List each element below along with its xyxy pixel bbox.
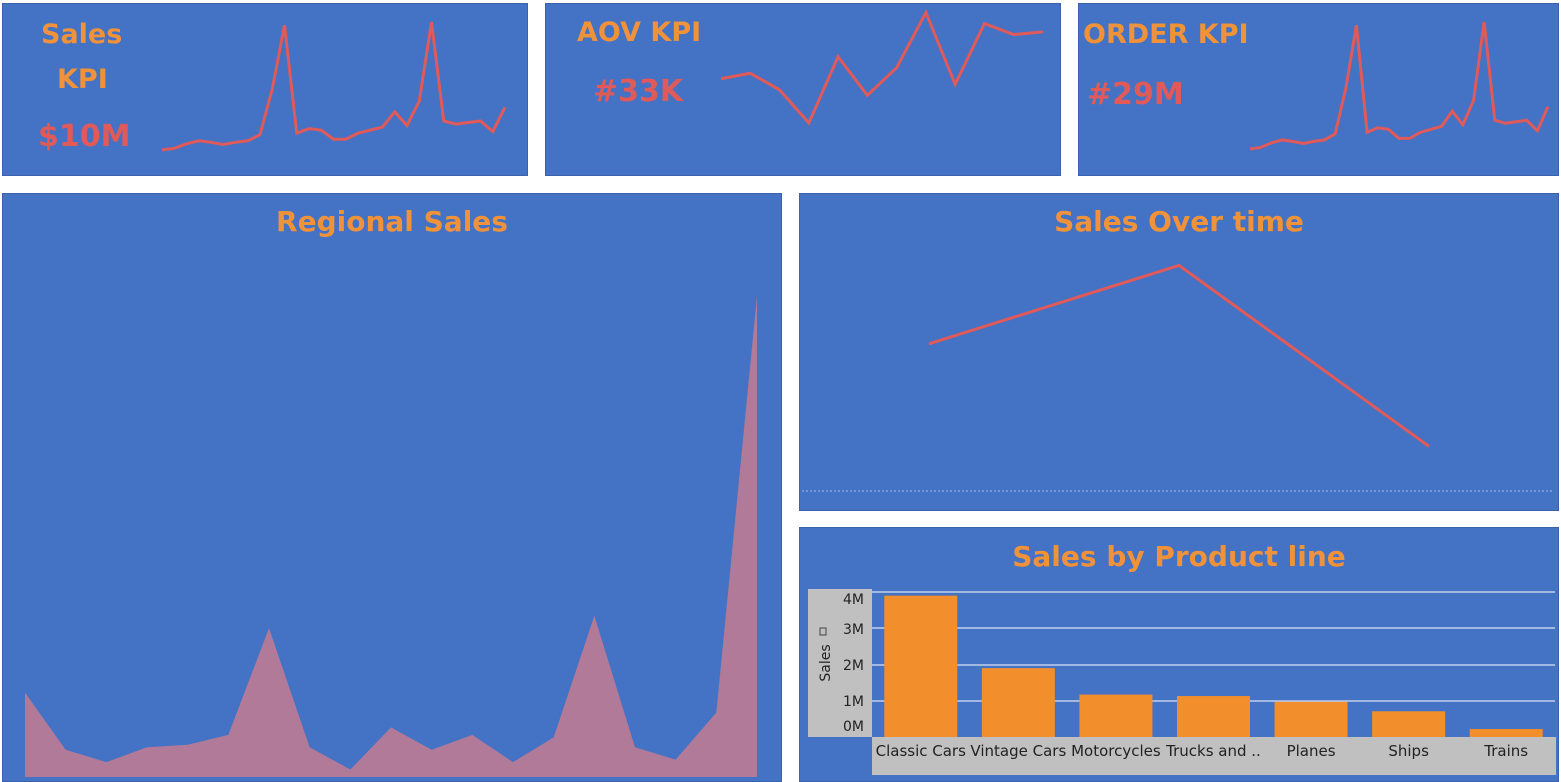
y-axis-label: Sales: [818, 644, 834, 681]
bar-0[interactable]: [884, 596, 957, 737]
regional-sales-chart: [3, 194, 782, 782]
x-tick-5: Ships: [1388, 742, 1429, 760]
aov-kpi-line: [721, 13, 1043, 123]
order-kpi-card: ORDER KPI #29M: [1078, 3, 1559, 176]
y-tick-2M: 2M: [843, 658, 864, 674]
sales-over-time-line: [929, 265, 1429, 446]
sales-over-time-panel: Sales Over time: [799, 193, 1559, 511]
x-tick-3: Trucks and ..: [1165, 742, 1261, 760]
product-line-chart: Sales 0M 1M 2M 3M 4M Classic Cars Vintage Cars M…: [800, 528, 1559, 782]
bar-1[interactable]: [982, 668, 1055, 737]
sales-kpi-line: [162, 22, 505, 150]
x-tick-0: Classic Cars: [876, 742, 966, 760]
x-tick-6: Trains: [1483, 742, 1528, 760]
bar-2[interactable]: [1079, 695, 1152, 737]
y-tick-4M: 4M: [843, 592, 864, 608]
sales-over-time-chart: [800, 194, 1559, 511]
y-tick-3M: 3M: [843, 622, 864, 638]
x-tick-1: Vintage Cars: [970, 742, 1066, 760]
regional-sales-area: [25, 296, 757, 777]
order-kpi-sparkline: [1079, 4, 1559, 176]
sales-kpi-card: Sales KPI $10M: [2, 3, 528, 176]
bar-5[interactable]: [1372, 711, 1445, 737]
sales-kpi-sparkline: [3, 4, 528, 176]
y-tick-0M: 0M: [843, 719, 864, 735]
bar-6[interactable]: [1470, 729, 1543, 737]
bar-4[interactable]: [1275, 702, 1348, 737]
y-tick-1M: 1M: [843, 694, 864, 710]
product-line-panel: Sales by Product line Sales 0M 1M 2M 3M 4M Cla…: [799, 527, 1559, 782]
bar-3[interactable]: [1177, 696, 1250, 737]
aov-kpi-sparkline: [546, 4, 1061, 176]
order-kpi-line: [1250, 22, 1548, 149]
regional-sales-panel: Regional Sales: [2, 193, 782, 782]
x-tick-4: Planes: [1287, 742, 1336, 760]
aov-kpi-card: AOV KPI #33K: [545, 3, 1061, 176]
x-tick-2: Motorcycles: [1071, 742, 1161, 760]
